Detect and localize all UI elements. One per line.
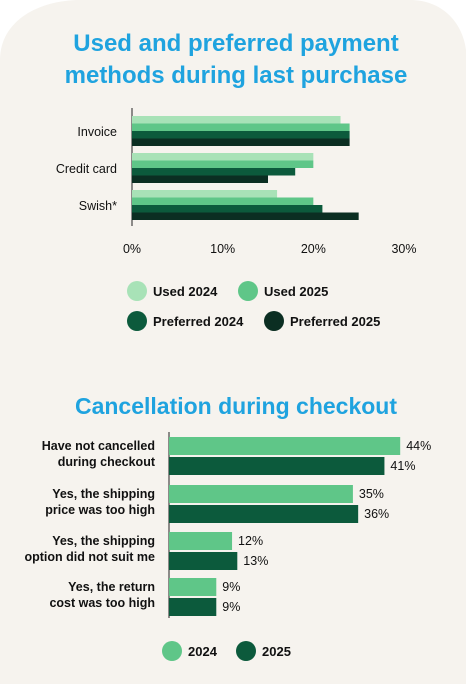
bar-credit-card-preferred-2025 (132, 175, 268, 183)
legend-swatch-preferred-2025 (264, 311, 284, 331)
bar-swish-preferred-2025 (132, 212, 359, 220)
value-label-yes-the-shipping-option-did-not-suit-me-2024: 12% (238, 534, 263, 548)
payment-methods-chart: Invoice Credit card Swish* 0% 10% 20% 30% (56, 108, 417, 256)
x-tick-label-10: 10% (210, 242, 235, 256)
value-label-yes-the-shipping-option-did-not-suit-me-2025: 13% (243, 554, 268, 568)
legend-preferred-2025: Preferred 2025 (264, 311, 380, 331)
legend-preferred-2024: Preferred 2024 (127, 311, 243, 331)
legend-label-preferred-2024: Preferred 2024 (153, 313, 244, 329)
legend-used-2024: Used 2024 (127, 281, 217, 301)
bar-yes-the-return-cost-was-too-high-2025 (169, 598, 217, 616)
x-tick-label-30: 30% (391, 242, 416, 256)
legend-label-preferred-2025: Preferred 2025 (290, 313, 381, 329)
legend-swatch-2025 (236, 641, 256, 661)
category-label-have-not-cancelled-during-checkout-line-1: Have not cancelled (42, 439, 155, 453)
bar-yes-the-shipping-price-was-too-high-2024 (169, 485, 353, 503)
bar-swish-used-2025 (132, 197, 314, 205)
bar-credit-card-used-2024 (132, 153, 314, 161)
bar-credit-card-used-2025 (132, 160, 314, 168)
bar-yes-the-return-cost-was-too-high-2024 (169, 578, 217, 596)
legend-swatch-preferred-2024 (127, 311, 147, 331)
legend-2024: 2024 (162, 641, 217, 661)
category-label-yes-the-shipping-option-did-not-suit-me-line-1: Yes, the shipping (52, 534, 155, 548)
value-label-yes-the-return-cost-was-too-high-2024: 9% (222, 580, 240, 594)
bar-yes-the-shipping-option-did-not-suit-me-2025 (169, 552, 238, 570)
value-label-yes-the-shipping-price-was-too-high-2024: 35% (359, 487, 384, 501)
bar-invoice-used-2025 (132, 123, 350, 131)
category-label-have-not-cancelled-during-checkout-line-2: during checkout (58, 455, 156, 469)
value-label-yes-the-shipping-price-was-too-high-2025: 36% (364, 507, 389, 521)
cancellation-chart: 44% 41% Have not cancelled during checkout 3… (24, 432, 431, 618)
value-label-have-not-cancelled-during-checkout-2025: 41% (390, 459, 415, 473)
bar-have-not-cancelled-during-checkout-2025 (169, 457, 385, 475)
bar-have-not-cancelled-during-checkout-2024 (169, 437, 401, 455)
legend-2025: 2025 (236, 641, 291, 661)
legend-swatch-used-2024 (127, 281, 147, 301)
bar-invoice-preferred-2025 (132, 138, 350, 146)
legend-label-2025: 2025 (262, 643, 291, 659)
bar-invoice-used-2024 (132, 116, 341, 124)
category-label-yes-the-return-cost-was-too-high-line-2: cost was too high (49, 596, 155, 610)
x-tick-label-20: 20% (301, 242, 326, 256)
bar-swish-used-2024 (132, 190, 278, 198)
legend-label-2024: 2024 (188, 643, 217, 659)
bar-credit-card-preferred-2024 (132, 168, 296, 176)
bar-yes-the-shipping-price-was-too-high-2025 (169, 505, 359, 523)
legend-used-2025: Used 2025 (238, 281, 328, 301)
x-tick-label-0: 0% (123, 242, 141, 256)
category-label-yes-the-shipping-price-was-too-high-line-2: price was too high (45, 503, 155, 517)
cancellation-chart-title: Cancellation during checkout (74, 393, 398, 419)
legend-swatch-used-2025 (238, 281, 258, 301)
category-label-yes-the-shipping-option-did-not-suit-me-line-2: option did not suit me (24, 550, 155, 564)
legend-label-used-2024: Used 2024 (153, 283, 218, 299)
category-label-yes-the-return-cost-was-too-high-line-1: Yes, the return (68, 580, 155, 594)
category-label-yes-the-shipping-price-was-too-high-line-1: Yes, the shipping (52, 487, 155, 501)
bar-invoice-preferred-2024 (132, 131, 350, 139)
value-label-yes-the-return-cost-was-too-high-2025: 9% (222, 600, 240, 614)
category-label-invoice: Invoice (77, 125, 117, 139)
bar-yes-the-shipping-option-did-not-suit-me-2024 (169, 532, 233, 550)
category-label-credit-card: Credit card (56, 162, 117, 176)
legend-swatch-2024 (162, 641, 182, 661)
payment-chart-title: Used and preferred payment methods during… (64, 30, 408, 89)
value-label-have-not-cancelled-during-checkout-2024: 44% (406, 439, 431, 453)
category-label-swish: Swish* (79, 199, 117, 213)
legend-label-used-2025: Used 2025 (264, 283, 329, 299)
bar-swish-preferred-2024 (132, 205, 323, 213)
